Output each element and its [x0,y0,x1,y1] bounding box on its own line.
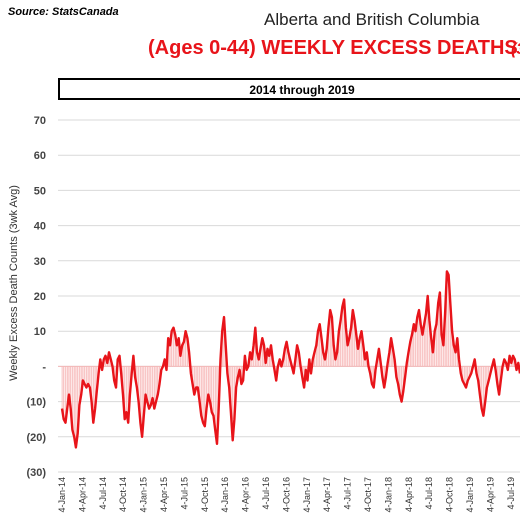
x-tick-label: 4-Jul-14 [98,477,108,510]
y-tick-label: 30 [34,256,46,268]
chart-title: (Ages 0-44) WEEKLY EXCESS DEATHS [148,37,518,59]
y-tick-label: (10) [26,397,46,409]
x-tick-label: 4-Oct-15 [200,477,210,512]
x-tick-label: 4-Apr-18 [404,477,414,512]
source-note: Source: StatsCanada [8,6,119,18]
y-tick-label: 40 [34,221,46,233]
x-tick-label: 4-Oct-14 [118,477,128,512]
date-range-label: 2014 through 2019 [249,83,355,97]
chart-subtitle: Alberta and British Columbia [264,10,480,29]
series-line [60,270,520,449]
y-tick-label: 20 [34,291,46,303]
x-tick-label: 4-Jul-17 [343,477,353,510]
x-tick-label: 4-Oct-17 [363,477,373,512]
x-tick-label: 4-Jul-16 [261,477,271,510]
x-tick-label: 4-Jul-18 [424,477,434,510]
x-tick-label: 4-Apr-16 [241,477,251,512]
x-tick-label: 4-Jan-18 [383,477,393,513]
x-tick-label: 4-Jul-19 [506,477,516,510]
x-tick-label: 4-Apr-15 [159,477,169,512]
x-tick-label: 4-Apr-17 [322,477,332,512]
x-tick-label: 4-Jan-17 [302,477,312,513]
x-axis-ticks: 4-Jan-14 4-Apr-14 4-Jul-14 4-Oct-14 4-Jan-15… [57,477,516,513]
y-tick-label: (30) [26,467,46,479]
y-tick-label: (20) [26,432,46,444]
chart-title-suffix: (3 [511,41,520,58]
y-tick-label: 70 [34,115,46,127]
x-tick-label: 4-Oct-18 [445,477,455,512]
y-axis-label: Weekly Excess Death Counts (3wk Avg) [8,185,20,381]
date-range-banner: 2014 through 2019 [58,78,520,100]
x-tick-label: 4-Jan-15 [139,477,149,513]
x-tick-label: 4-Apr-19 [485,477,495,512]
x-tick-label: 4-Jan-16 [220,477,230,513]
x-tick-label: 4-Jan-19 [465,477,475,513]
series-fill-area [62,271,520,448]
x-tick-label: 4-Apr-14 [77,477,87,512]
y-tick-label: 10 [34,326,46,338]
y-tick-label: - [42,361,46,373]
y-tick-label: 50 [34,185,46,197]
x-tick-label: 4-Jan-14 [57,477,67,513]
x-tick-label: 4-Jul-15 [179,477,189,510]
x-tick-label: 4-Oct-16 [281,477,291,512]
y-tick-label: 60 [34,150,46,162]
y-axis-ticks: 70 60 50 40 30 20 10 - (10) (20) (30) [26,115,46,479]
